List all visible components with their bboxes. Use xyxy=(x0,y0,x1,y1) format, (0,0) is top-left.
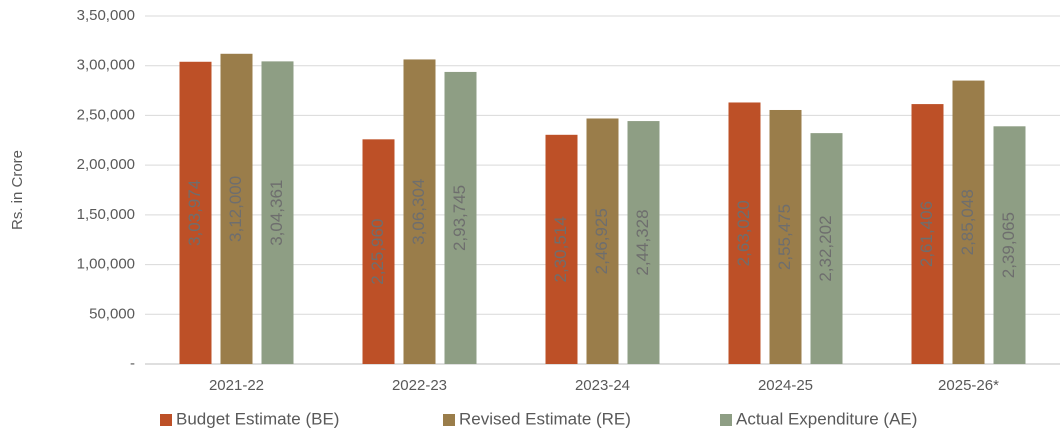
x-tick-label: 2024-25 xyxy=(758,377,813,394)
value-label: 2,61,406 xyxy=(917,201,936,267)
bar xyxy=(444,71,477,365)
y-tick-label: - xyxy=(130,355,135,372)
bar xyxy=(728,102,761,364)
value-label: 2,63,020 xyxy=(734,200,753,266)
value-label: 2,46,925 xyxy=(592,208,611,274)
bar xyxy=(220,53,253,364)
value-label: 3,06,304 xyxy=(409,179,428,245)
bar xyxy=(403,59,436,364)
value-label: 3,03,974 xyxy=(185,180,204,246)
legend-swatch xyxy=(720,414,732,426)
bar xyxy=(993,126,1026,364)
value-label: 3,12,000 xyxy=(226,176,245,242)
legend-swatch xyxy=(443,414,455,426)
value-label: 2,85,048 xyxy=(958,189,977,255)
value-label: 3,04,361 xyxy=(267,180,286,246)
value-label: 2,25,960 xyxy=(368,219,387,285)
x-tick-label: 2021-22 xyxy=(209,377,264,394)
value-label: 2,44,328 xyxy=(633,209,652,275)
legend-label: Budget Estimate (BE) xyxy=(176,409,339,428)
y-axis-label: Rs. in Crore xyxy=(9,150,26,230)
legend-swatch xyxy=(160,414,172,426)
value-label: 2,30,514 xyxy=(551,216,570,282)
y-tick-label: 1,00,000 xyxy=(77,256,135,273)
bar xyxy=(261,61,294,364)
value-label: 2,32,202 xyxy=(816,215,835,281)
bar xyxy=(627,121,660,364)
y-tick-label: 3,50,000 xyxy=(77,7,135,24)
bar xyxy=(362,139,395,364)
bar xyxy=(810,133,843,364)
bar xyxy=(911,104,944,365)
y-tick-label: 1,50,000 xyxy=(77,206,135,223)
legend-label: Revised Estimate (RE) xyxy=(459,409,631,428)
value-label: 2,93,745 xyxy=(450,185,469,251)
x-tick-label: 2025-26* xyxy=(938,377,999,394)
bar xyxy=(952,80,985,365)
y-tick-label: 2,00,000 xyxy=(77,156,135,173)
bar xyxy=(586,118,619,365)
y-tick-label: 3,00,000 xyxy=(77,57,135,74)
bar xyxy=(545,134,578,364)
y-tick-label: 50,000 xyxy=(89,305,135,322)
x-tick-label: 2023-24 xyxy=(575,377,630,394)
legend-label: Actual Expenditure (AE) xyxy=(736,409,917,428)
value-label: 2,55,475 xyxy=(775,204,794,270)
bar xyxy=(769,109,802,364)
value-label: 2,39,065 xyxy=(999,212,1018,278)
y-tick-label: 2,50,000 xyxy=(77,106,135,123)
bar xyxy=(179,61,212,364)
x-tick-label: 2022-23 xyxy=(392,377,447,394)
